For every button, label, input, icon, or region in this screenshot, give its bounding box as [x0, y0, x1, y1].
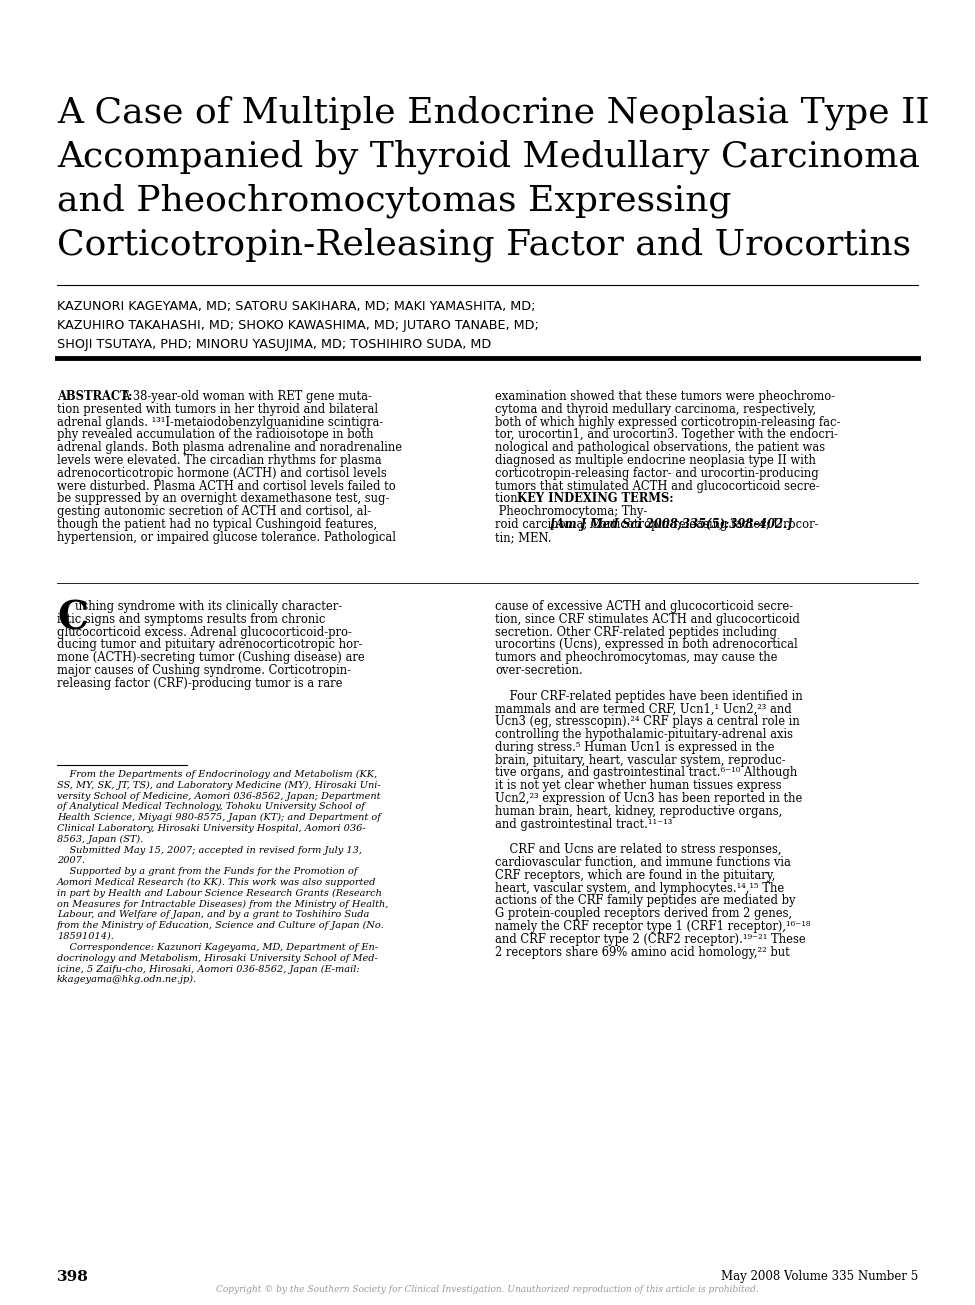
Text: brain, pituitary, heart, vascular system, reproduc-: brain, pituitary, heart, vascular system…: [495, 753, 786, 766]
Text: ducing tumor and pituitary adrenocorticotropic hor-: ducing tumor and pituitary adrenocortico…: [57, 638, 363, 651]
Text: SS, MY, SK, JT, TS), and Laboratory Medicine (MY), Hirosaki Uni-: SS, MY, SK, JT, TS), and Laboratory Medi…: [57, 780, 380, 790]
Text: C: C: [57, 600, 88, 638]
Text: on Measures for Intractable Diseases) from the Ministry of Health,: on Measures for Intractable Diseases) fr…: [57, 899, 388, 908]
Text: G protein-coupled receptors derived from 2 genes,: G protein-coupled receptors derived from…: [495, 907, 792, 920]
Text: and CRF receptor type 2 (CRF2 receptor).¹⁹⁻²¹ These: and CRF receptor type 2 (CRF2 receptor).…: [495, 933, 805, 946]
Text: Accompanied by Thyroid Medullary Carcinoma: Accompanied by Thyroid Medullary Carcino…: [57, 140, 919, 174]
Text: cause of excessive ACTH and glucocorticoid secre-: cause of excessive ACTH and glucocortico…: [495, 600, 793, 613]
Text: adrenocorticotropic hormone (ACTH) and cortisol levels: adrenocorticotropic hormone (ACTH) and c…: [57, 467, 387, 480]
Text: Copyright © by the Southern Society for Clinical Investigation. Unauthorized rep: Copyright © by the Southern Society for …: [215, 1285, 759, 1295]
Text: mone (ACTH)-secreting tumor (Cushing disease) are: mone (ACTH)-secreting tumor (Cushing dis…: [57, 651, 365, 664]
Text: CRF and Ucns are related to stress responses,: CRF and Ucns are related to stress respo…: [495, 843, 782, 856]
Text: ABSTRACT:: ABSTRACT:: [57, 390, 133, 403]
Text: tumors that stimulated ACTH and glucocorticoid secre-: tumors that stimulated ACTH and glucocor…: [495, 480, 820, 492]
Text: Clinical Laboratory, Hirosaki University Hospital, Aomori 036-: Clinical Laboratory, Hirosaki University…: [57, 823, 366, 833]
Text: secretion. Other CRF-related peptides including: secretion. Other CRF-related peptides in…: [495, 625, 777, 638]
Text: Correspondence: Kazunori Kageyama, MD, Department of En-: Correspondence: Kazunori Kageyama, MD, D…: [57, 942, 378, 951]
Text: 18591014).: 18591014).: [57, 932, 114, 941]
Text: controlling the hypothalamic-pituitary-adrenal axis: controlling the hypothalamic-pituitary-a…: [495, 728, 793, 741]
Text: and Pheochromocytomas Expressing: and Pheochromocytomas Expressing: [57, 183, 731, 218]
Text: major causes of Cushing syndrome. Corticotropin-: major causes of Cushing syndrome. Cortic…: [57, 664, 351, 677]
Text: tion, since CRF stimulates ACTH and glucocorticoid: tion, since CRF stimulates ACTH and gluc…: [495, 613, 800, 626]
Text: nological and pathological observations, the patient was: nological and pathological observations,…: [495, 441, 825, 454]
Text: were disturbed. Plasma ACTH and cortisol levels failed to: were disturbed. Plasma ACTH and cortisol…: [57, 480, 396, 492]
Text: human brain, heart, kidney, reproductive organs,: human brain, heart, kidney, reproductive…: [495, 805, 782, 818]
Text: kkageyama@hkg.odn.ne.jp).: kkageyama@hkg.odn.ne.jp).: [57, 975, 197, 984]
Text: tor, urocortin1, and urocortin3. Together with the endocri-: tor, urocortin1, and urocortin3. Togethe…: [495, 428, 838, 441]
Text: in part by Health and Labour Science Research Grants (Research: in part by Health and Labour Science Res…: [57, 889, 382, 898]
Text: heart, vascular system, and lymphocytes.¹⁴,¹⁵ The: heart, vascular system, and lymphocytes.…: [495, 882, 784, 895]
Text: Aomori Medical Research (to KK). This work was also supported: Aomori Medical Research (to KK). This wo…: [57, 878, 376, 887]
Text: levels were elevated. The circadian rhythms for plasma: levels were elevated. The circadian rhyt…: [57, 454, 381, 467]
Text: during stress.⁵ Human Ucn1 is expressed in the: during stress.⁵ Human Ucn1 is expressed …: [495, 741, 774, 754]
Text: over-secretion.: over-secretion.: [495, 664, 583, 677]
Text: KAZUNORI KAGEYAMA, MD; SATORU SAKIHARA, MD; MAKI YAMASHITA, MD;: KAZUNORI KAGEYAMA, MD; SATORU SAKIHARA, …: [57, 300, 535, 313]
Text: mammals and are termed CRF, Ucn1,¹ Ucn2,²³ and: mammals and are termed CRF, Ucn1,¹ Ucn2,…: [495, 702, 792, 715]
Text: glucocorticoid excess. Adrenal glucocorticoid-pro-: glucocorticoid excess. Adrenal glucocort…: [57, 625, 352, 638]
Text: 2007.: 2007.: [57, 856, 85, 865]
Text: Labour, and Welfare of Japan, and by a grant to Toshihiro Suda: Labour, and Welfare of Japan, and by a g…: [57, 911, 370, 920]
Text: istic signs and symptoms results from chronic: istic signs and symptoms results from ch…: [57, 613, 326, 626]
Text: icine, 5 Zaifu-cho, Hirosaki, Aomori 036-8562, Japan (E-mail:: icine, 5 Zaifu-cho, Hirosaki, Aomori 036…: [57, 964, 360, 974]
Text: A Case of Multiple Endocrine Neoplasia Type II: A Case of Multiple Endocrine Neoplasia T…: [57, 95, 929, 129]
Text: Health Science, Miyagi 980-8575, Japan (KT); and Department of: Health Science, Miyagi 980-8575, Japan (…: [57, 813, 381, 822]
Text: urocortins (Ucns), expressed in both adrenocortical: urocortins (Ucns), expressed in both adr…: [495, 638, 798, 651]
Text: both of which highly expressed corticotropin-releasing fac-: both of which highly expressed corticotr…: [495, 415, 840, 428]
Text: tin; MEN.: tin; MEN.: [495, 531, 559, 544]
Text: Corticotropin-Releasing Factor and Urocortins: Corticotropin-Releasing Factor and Uroco…: [57, 227, 911, 261]
Text: actions of the CRF family peptides are mediated by: actions of the CRF family peptides are m…: [495, 894, 796, 907]
Text: tion.: tion.: [495, 492, 525, 505]
Text: be suppressed by an overnight dexamethasone test, sug-: be suppressed by an overnight dexamethas…: [57, 492, 389, 505]
Text: 398: 398: [57, 1270, 89, 1284]
Text: Submitted May 15, 2007; accepted in revised form July 13,: Submitted May 15, 2007; accepted in revi…: [57, 846, 362, 855]
Text: Pheochromocytoma; Thy-: Pheochromocytoma; Thy-: [495, 505, 647, 518]
Text: though the patient had no typical Cushingoid features,: though the patient had no typical Cushin…: [57, 518, 377, 531]
Text: adrenal glands. Both plasma adrenaline and noradrenaline: adrenal glands. Both plasma adrenaline a…: [57, 441, 402, 454]
Text: tumors and pheochromocytomas, may cause the: tumors and pheochromocytomas, may cause …: [495, 651, 777, 664]
Text: Ucn3 (eg, stresscopin).²⁴ CRF plays a central role in: Ucn3 (eg, stresscopin).²⁴ CRF plays a ce…: [495, 715, 800, 728]
Text: A 38-year-old woman with RET gene muta-: A 38-year-old woman with RET gene muta-: [121, 390, 371, 403]
Text: May 2008 Volume 335 Number 5: May 2008 Volume 335 Number 5: [721, 1270, 918, 1283]
Text: [Am J Med Sci 2008;335(5):398–402.]: [Am J Med Sci 2008;335(5):398–402.]: [550, 518, 793, 531]
Text: From the Departments of Endocrinology and Metabolism (KK,: From the Departments of Endocrinology an…: [57, 770, 377, 779]
Text: docrinology and Metabolism, Hirosaki University School of Med-: docrinology and Metabolism, Hirosaki Uni…: [57, 954, 377, 963]
Text: SHOJI TSUTAYA, PHD; MINORU YASUJIMA, MD; TOSHIHIRO SUDA, MD: SHOJI TSUTAYA, PHD; MINORU YASUJIMA, MD;…: [57, 338, 491, 351]
Text: hypertension, or impaired glucose tolerance. Pathological: hypertension, or impaired glucose tolera…: [57, 531, 396, 544]
Text: of Analytical Medical Technology, Tohoku University School of: of Analytical Medical Technology, Tohoku…: [57, 803, 365, 812]
Text: Ucn2,²³ expression of Ucn3 has been reported in the: Ucn2,²³ expression of Ucn3 has been repo…: [495, 792, 802, 805]
Text: from the Ministry of Education, Science and Culture of Japan (No.: from the Ministry of Education, Science …: [57, 921, 385, 930]
Text: KEY INDEXING TERMS:: KEY INDEXING TERMS:: [517, 492, 674, 505]
Text: examination showed that these tumors were pheochromo-: examination showed that these tumors wer…: [495, 390, 836, 403]
Text: Supported by a grant from the Funds for the Promotion of: Supported by a grant from the Funds for …: [57, 868, 358, 876]
Text: adrenal glands. ¹³¹I-metaiodobenzylguanidine scintigra-: adrenal glands. ¹³¹I-metaiodobenzylguani…: [57, 415, 383, 428]
Text: 2 receptors share 69% amino acid homology,²² but: 2 receptors share 69% amino acid homolog…: [495, 946, 790, 959]
Text: 8563, Japan (ST).: 8563, Japan (ST).: [57, 835, 143, 844]
Text: diagnosed as multiple endocrine neoplasia type II with: diagnosed as multiple endocrine neoplasi…: [495, 454, 816, 467]
Text: cytoma and thyroid medullary carcinoma, respectively,: cytoma and thyroid medullary carcinoma, …: [495, 403, 816, 416]
Text: it is not yet clear whether human tissues express: it is not yet clear whether human tissue…: [495, 779, 782, 792]
Text: releasing factor (CRF)-producing tumor is a rare: releasing factor (CRF)-producing tumor i…: [57, 677, 342, 690]
Text: ushing syndrome with its clinically character-: ushing syndrome with its clinically char…: [75, 600, 342, 613]
Text: roid carcinoma; Corticotropin-releasing factor; Urocor-: roid carcinoma; Corticotropin-releasing …: [495, 518, 818, 531]
Text: corticotropin-releasing factor- and urocortin-producing: corticotropin-releasing factor- and uroc…: [495, 467, 819, 480]
Text: tion presented with tumors in her thyroid and bilateral: tion presented with tumors in her thyroi…: [57, 403, 378, 416]
Text: gesting autonomic secretion of ACTH and cortisol, al-: gesting autonomic secretion of ACTH and …: [57, 505, 371, 518]
Text: CRF receptors, which are found in the pituitary,: CRF receptors, which are found in the pi…: [495, 869, 775, 882]
Text: phy revealed accumulation of the radioisotope in both: phy revealed accumulation of the radiois…: [57, 428, 373, 441]
Text: cardiovascular function, and immune functions via: cardiovascular function, and immune func…: [495, 856, 791, 869]
Text: Four CRF-related peptides have been identified in: Four CRF-related peptides have been iden…: [495, 689, 802, 702]
Text: versity School of Medicine, Aomori 036-8562, Japan; Department: versity School of Medicine, Aomori 036-8…: [57, 792, 380, 800]
Text: KAZUHIRO TAKAHASHI, MD; SHOKO KAWASHIMA, MD; JUTARO TANABE, MD;: KAZUHIRO TAKAHASHI, MD; SHOKO KAWASHIMA,…: [57, 318, 539, 331]
Text: tive organs, and gastrointestinal tract.⁶⁻¹⁰ Although: tive organs, and gastrointestinal tract.…: [495, 766, 798, 779]
Text: and gastrointestinal tract.¹¹⁻¹³: and gastrointestinal tract.¹¹⁻¹³: [495, 818, 673, 830]
Text: namely the CRF receptor type 1 (CRF1 receptor),¹⁶⁻¹⁸: namely the CRF receptor type 1 (CRF1 rec…: [495, 920, 810, 933]
